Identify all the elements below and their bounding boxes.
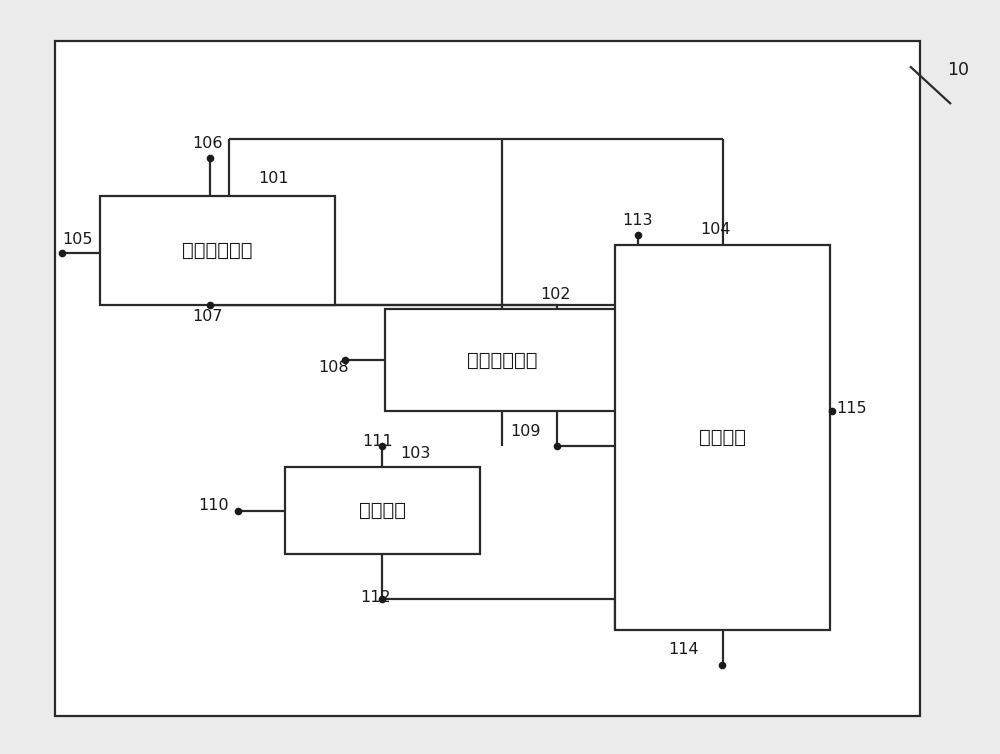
Bar — [55, 41, 920, 716]
Bar — [385, 309, 620, 411]
Text: 113: 113 — [622, 213, 652, 228]
Text: 102: 102 — [540, 287, 570, 302]
Text: 105: 105 — [62, 232, 92, 247]
Text: 第二上拉模块: 第二上拉模块 — [467, 351, 538, 369]
Text: 108: 108 — [318, 360, 349, 375]
Text: 下拉模块: 下拉模块 — [359, 501, 406, 520]
Text: 107: 107 — [192, 309, 222, 324]
Text: 112: 112 — [360, 590, 391, 605]
Text: 114: 114 — [668, 642, 699, 657]
Text: 109: 109 — [510, 424, 540, 439]
Text: 10: 10 — [947, 61, 969, 79]
Text: 111: 111 — [362, 434, 393, 449]
Bar — [615, 245, 830, 630]
Text: 101: 101 — [258, 171, 289, 186]
Bar — [285, 467, 480, 554]
Text: 输出模块: 输出模块 — [699, 428, 746, 447]
Text: 106: 106 — [192, 136, 222, 151]
Text: 115: 115 — [836, 401, 867, 416]
Bar — [100, 196, 335, 305]
Text: 103: 103 — [400, 446, 430, 461]
Text: 104: 104 — [700, 222, 730, 237]
Text: 第一上拉模块: 第一上拉模块 — [182, 241, 253, 260]
Text: 110: 110 — [198, 498, 229, 513]
